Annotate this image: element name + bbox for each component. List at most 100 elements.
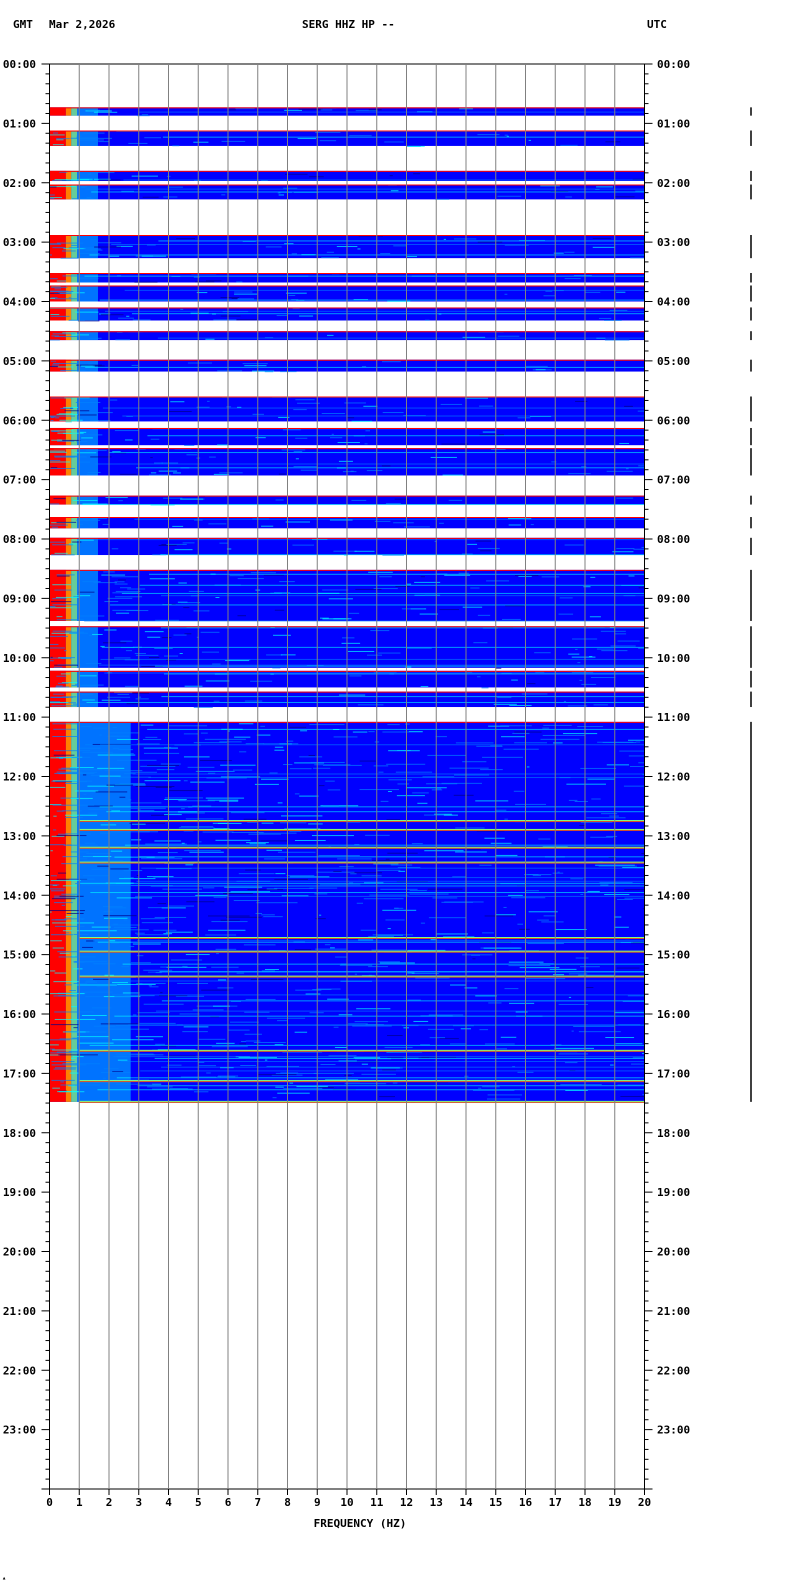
spectral-speckle (379, 962, 415, 964)
spectral-speckle (114, 581, 125, 583)
spectral-speckle (614, 633, 627, 635)
spectral-speckle (118, 776, 151, 778)
spectral-speckle (497, 335, 520, 337)
spectral-speckle (80, 768, 120, 770)
spectral-line (161, 1066, 645, 1068)
spectral-speckle (195, 894, 228, 896)
spectral-speckle (542, 734, 585, 736)
low-freq-band (49, 495, 66, 505)
spectral-speckle (52, 947, 65, 949)
low-freq-band (65, 427, 72, 446)
spectral-speckle (507, 517, 532, 519)
spectral-speckle (422, 776, 455, 778)
spectral-speckle (368, 731, 375, 733)
spectral-speckle (157, 1049, 196, 1051)
spectral-speckle (428, 917, 467, 919)
spectral-speckle (575, 648, 578, 650)
spectral-speckle (238, 873, 275, 875)
spectral-speckle (49, 194, 55, 196)
spectral-speckle (575, 957, 589, 959)
spectral-speckle (211, 921, 248, 923)
prominent-line (79, 1050, 645, 1052)
spectral-speckle (68, 1085, 76, 1087)
spectral-speckle (49, 804, 62, 806)
spectral-speckle (295, 399, 315, 401)
spectral-speckle (476, 830, 505, 832)
spectral-speckle (339, 866, 354, 868)
spectral-speckle (164, 655, 179, 657)
spectral-speckle (56, 1051, 72, 1053)
spectral-speckle (217, 444, 228, 446)
spectral-speckle (359, 760, 376, 762)
x-tick-label: 9 (314, 1496, 321, 1509)
spectral-speckle (211, 966, 239, 968)
y-tick-label-right: 14:00 (657, 889, 690, 902)
spectral-speckle (475, 995, 497, 997)
spectral-line (124, 289, 645, 291)
spectral-speckle (130, 807, 166, 809)
spectral-speckle (598, 865, 637, 867)
spectral-speckle (277, 851, 316, 853)
spectral-speckle (605, 1037, 635, 1039)
spectral-speckle (54, 1067, 77, 1069)
spectral-speckle (52, 132, 59, 134)
spectral-speckle (59, 952, 70, 954)
spectral-speckle (264, 969, 279, 971)
prominent-line (79, 951, 645, 953)
spectral-line (148, 777, 645, 779)
spectral-speckle (51, 554, 75, 556)
spectral-speckle (85, 449, 107, 451)
spectral-speckle (115, 596, 142, 598)
low-freq-band (65, 495, 72, 505)
spectral-speckle (517, 417, 531, 419)
low-freq-band (65, 537, 72, 556)
spectral-speckle (622, 866, 645, 868)
spectral-speckle (373, 671, 397, 673)
spectral-speckle (637, 410, 645, 412)
spectral-speckle (610, 645, 636, 647)
spectral-line (89, 254, 645, 256)
spectral-speckle (559, 597, 573, 599)
spectral-speckle (68, 319, 85, 321)
spectral-speckle (51, 890, 65, 892)
x-tick-label: 1 (76, 1496, 83, 1509)
spectral-speckle (264, 371, 274, 373)
x-tick-label: 11 (370, 1496, 384, 1509)
spectral-speckle (226, 406, 232, 408)
spectral-speckle (348, 1023, 368, 1025)
spectral-speckle (351, 499, 367, 501)
low-freq-band (71, 359, 78, 372)
spectral-speckle (562, 733, 598, 735)
spectral-speckle (81, 497, 94, 499)
x-tick-label: 18 (578, 1496, 591, 1509)
spectral-speckle (150, 472, 157, 474)
spectral-speckle (253, 1041, 286, 1043)
spectral-speckle (525, 978, 566, 980)
spectral-speckle (56, 575, 70, 577)
spectral-speckle (540, 185, 560, 187)
spectral-speckle (604, 319, 622, 321)
spectral-line (99, 299, 645, 301)
spectral-speckle (139, 1022, 176, 1024)
spectral-speckle (294, 1031, 308, 1033)
spectral-speckle (294, 762, 325, 764)
low-freq-band (77, 331, 98, 341)
y-tick-label-right: 00:00 (657, 58, 690, 71)
spectral-speckle (497, 697, 512, 699)
spectral-speckle (587, 890, 600, 892)
spectral-speckle (63, 844, 98, 846)
spectral-speckle (141, 255, 167, 257)
spectral-speckle (495, 854, 518, 856)
spectral-speckle (60, 257, 79, 259)
spectral-speckle (112, 982, 128, 984)
x-tick-label: 2 (106, 1496, 113, 1509)
spectral-speckle (309, 1012, 324, 1014)
y-tick-label-right: 04:00 (657, 296, 690, 309)
spectral-speckle (79, 277, 99, 279)
spectral-speckle (476, 676, 481, 678)
spectral-speckle (57, 872, 67, 874)
spectral-speckle (128, 799, 132, 801)
spectral-speckle (366, 654, 382, 656)
spectral-speckle (577, 662, 581, 664)
spectral-speckle (509, 1002, 535, 1004)
